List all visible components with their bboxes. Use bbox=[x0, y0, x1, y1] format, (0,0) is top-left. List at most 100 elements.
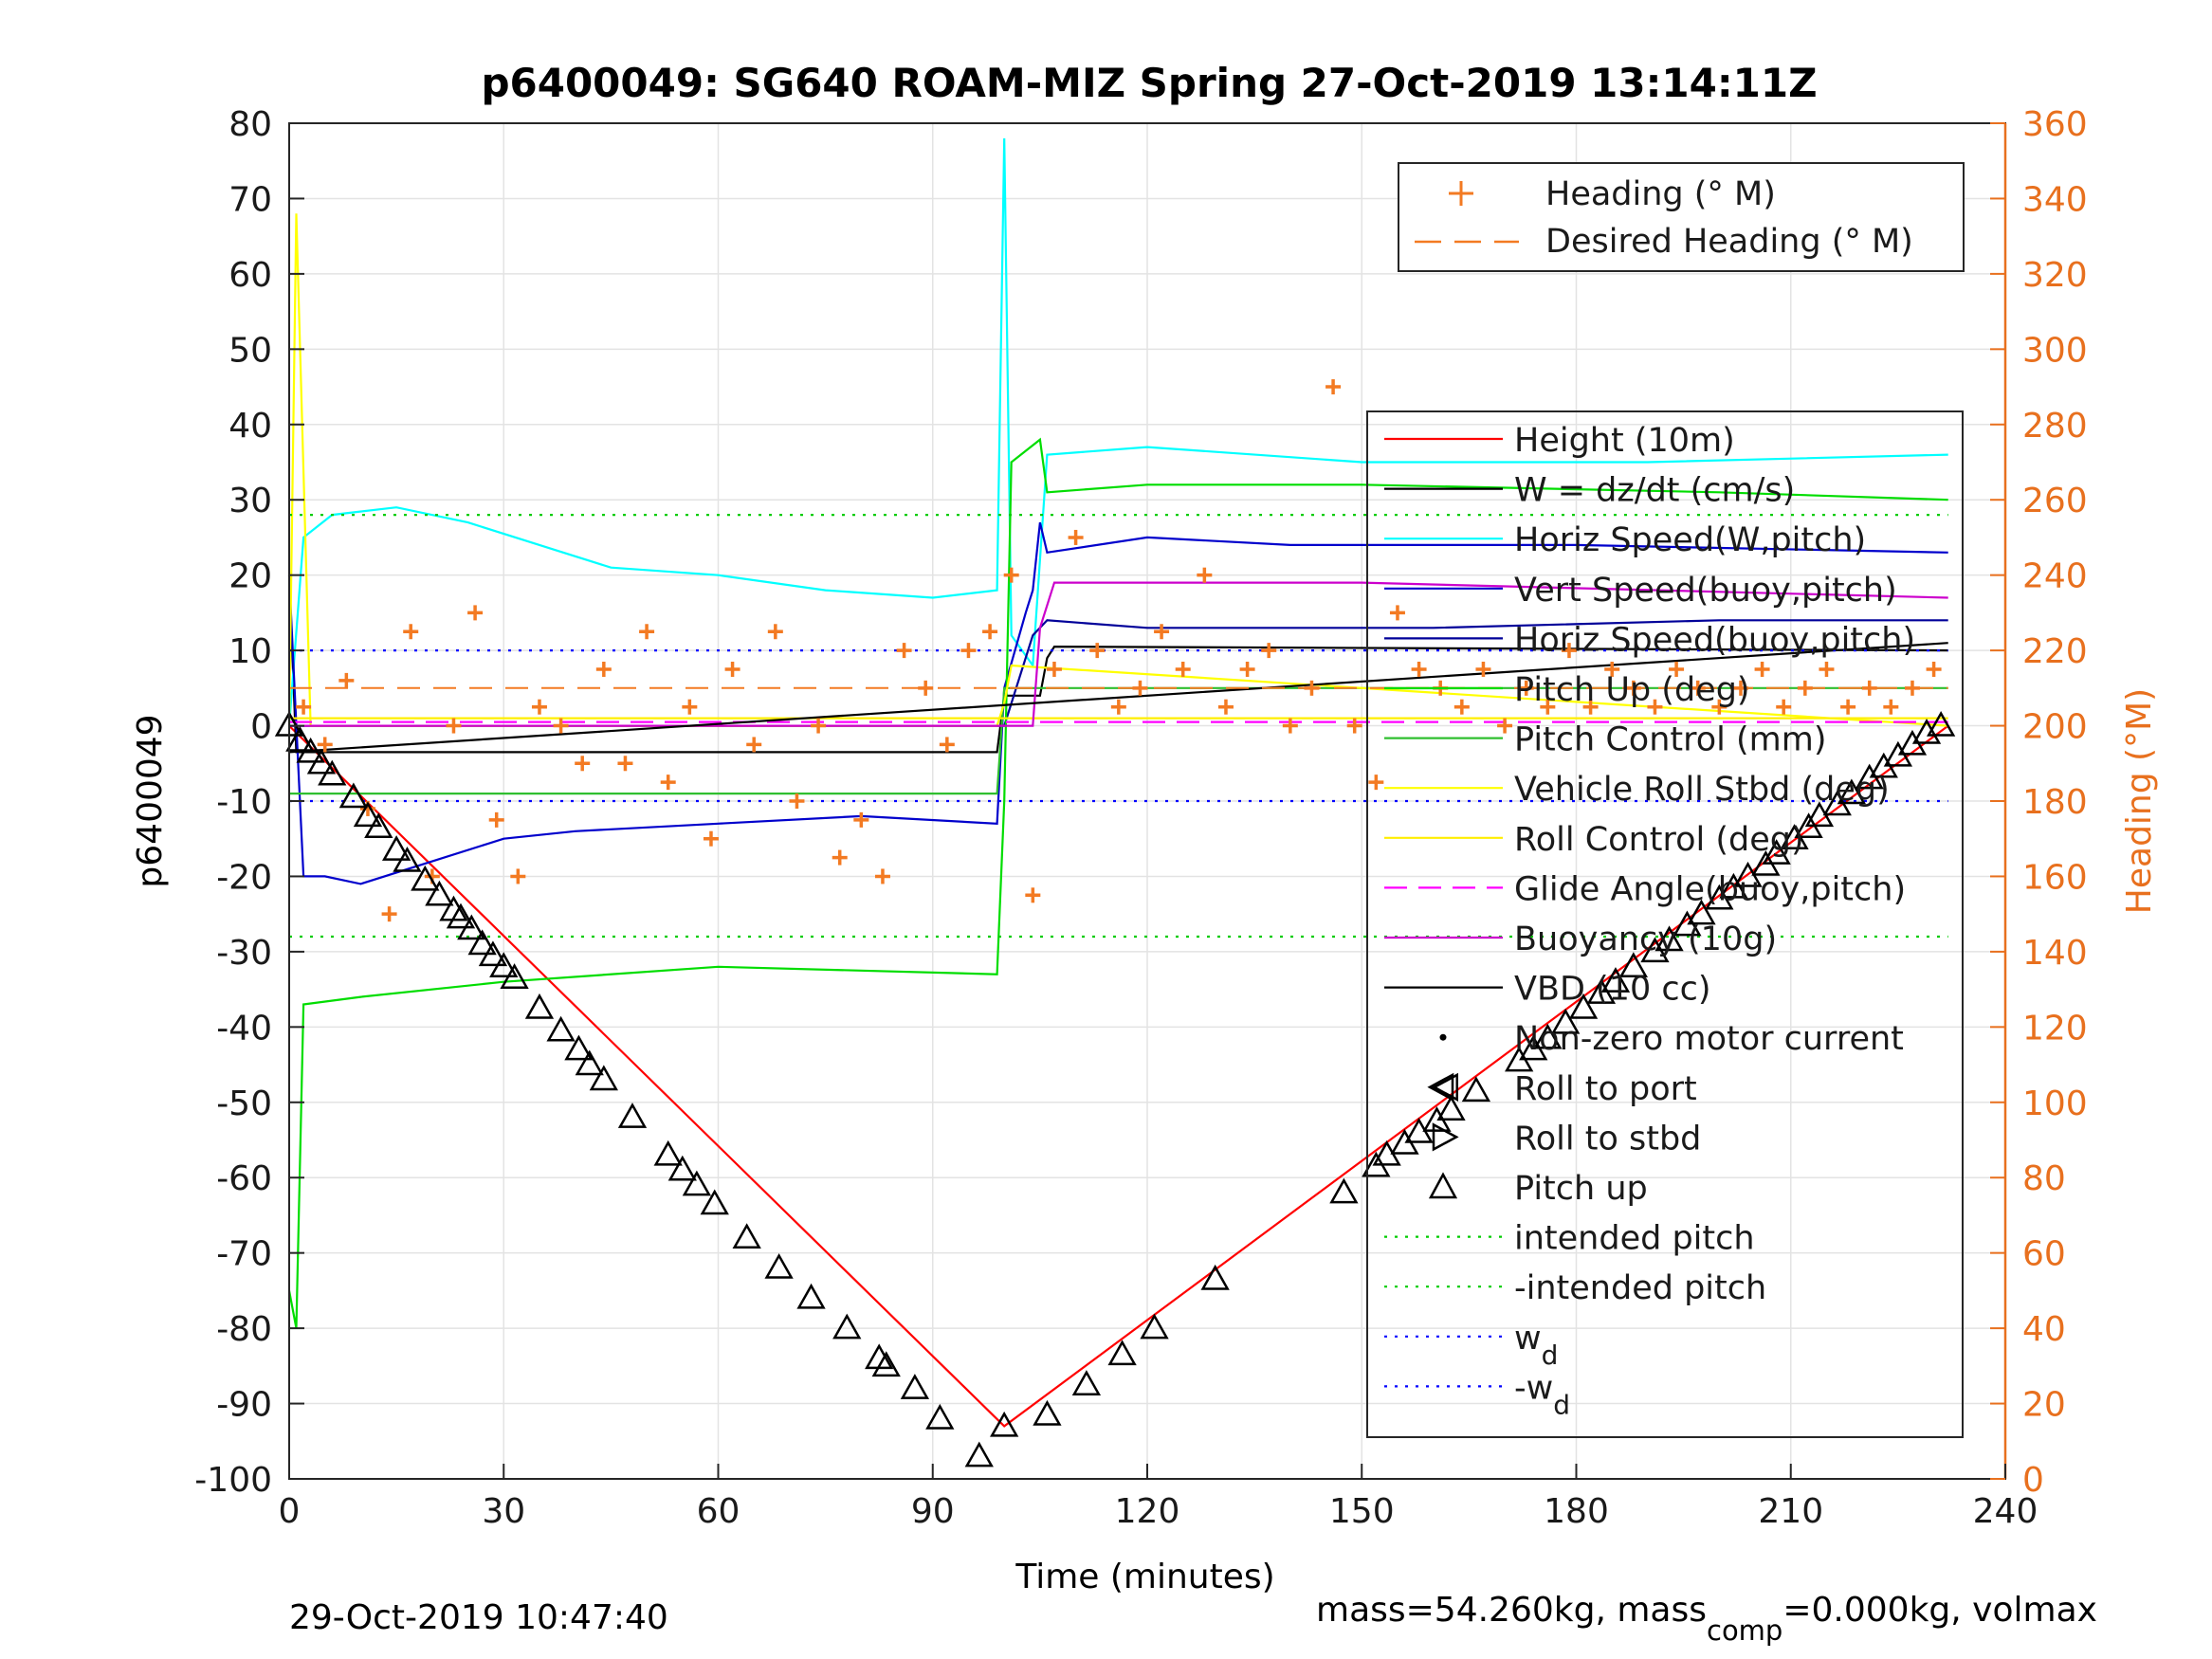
pitch-up-marker bbox=[1618, 952, 1648, 978]
pitch-up-marker bbox=[1107, 1340, 1137, 1366]
legend-dot-icon bbox=[1439, 1033, 1447, 1041]
heading-point bbox=[1089, 643, 1106, 659]
legend-plus-icon bbox=[1449, 181, 1473, 206]
y-right-tick-label: 240 bbox=[2022, 557, 2088, 596]
pitch-up-marker bbox=[964, 1441, 994, 1468]
legend-entry: W = dz/dt (cm/s) bbox=[1384, 472, 1795, 510]
heading-point bbox=[1003, 567, 1019, 583]
pitch-up-marker bbox=[1329, 1177, 1359, 1204]
legend-entry: Height (10m) bbox=[1384, 422, 1735, 460]
y-tick-label: -70 bbox=[216, 1235, 272, 1274]
x-tick-label: 240 bbox=[1973, 1492, 2038, 1531]
pitch-up-marker bbox=[1033, 1399, 1062, 1426]
legend-label: Horiz Speed(W,pitch) bbox=[1514, 521, 1866, 559]
legend-label: Pitch up bbox=[1514, 1170, 1648, 1208]
legend-entry: intended pitch bbox=[1384, 1220, 1755, 1258]
legend-desired-heading-label: Desired Heading (° M) bbox=[1545, 223, 1913, 261]
x-tick-label: 150 bbox=[1329, 1492, 1395, 1531]
heading-point bbox=[338, 672, 355, 688]
legend-label-text: intended pitch bbox=[1514, 1220, 1755, 1258]
y-tick-label: 20 bbox=[229, 557, 272, 596]
heading-point bbox=[832, 849, 848, 866]
heading-point bbox=[1411, 661, 1427, 677]
legend-label: Glide Angle(buoy,pitch) bbox=[1514, 870, 1906, 908]
legend-label: Pitch Control (mm) bbox=[1514, 721, 1826, 759]
footer-mass-sub: comp bbox=[1707, 1614, 1782, 1647]
y-right-axis-ticks: 3603403203002802602402202001801601401201… bbox=[1990, 105, 2088, 1500]
heading-point bbox=[1068, 529, 1084, 545]
heading-point bbox=[1325, 379, 1342, 395]
legend-label-text: -intended pitch bbox=[1514, 1269, 1766, 1307]
heading-point bbox=[960, 643, 977, 659]
legend-label: Roll Control (deg) bbox=[1514, 821, 1804, 859]
pitch-up-marker bbox=[682, 1170, 712, 1196]
legend-label: -intended pitch bbox=[1514, 1269, 1766, 1307]
heading-point bbox=[1453, 699, 1470, 715]
heading-point bbox=[1282, 718, 1298, 734]
heading-point bbox=[982, 624, 998, 640]
y-right-tick-label: 260 bbox=[2022, 482, 2088, 520]
legend-label-text: Glide Angle(buoy,pitch) bbox=[1514, 870, 1906, 908]
legend-label-text: Roll Control (deg) bbox=[1514, 821, 1804, 859]
legend-label-text: Horiz Speed(W,pitch) bbox=[1514, 521, 1866, 559]
x-tick-label: 60 bbox=[697, 1492, 740, 1531]
y-tick-label: 10 bbox=[229, 632, 272, 671]
heading-point bbox=[510, 868, 526, 884]
pitch-up-marker bbox=[764, 1253, 794, 1279]
heading-point bbox=[724, 661, 740, 677]
legend-label-text: W = dz/dt (cm/s) bbox=[1514, 472, 1795, 510]
heading-point bbox=[1647, 699, 1663, 715]
heading-point bbox=[789, 793, 805, 809]
pitch-up-marker bbox=[489, 952, 519, 978]
y-right-tick-label: 0 bbox=[2022, 1461, 2044, 1500]
heading-point bbox=[660, 775, 676, 791]
heading-point bbox=[682, 699, 698, 715]
legend-label: W = dz/dt (cm/s) bbox=[1514, 472, 1795, 510]
heading-point bbox=[1132, 680, 1148, 696]
heading-point bbox=[896, 643, 912, 659]
series-line bbox=[287, 437, 1948, 1329]
pitch-up-marker bbox=[1926, 711, 1956, 737]
series-line bbox=[289, 619, 1948, 727]
pitch-up-marker bbox=[1762, 839, 1791, 865]
y-right-tick-label: 360 bbox=[2022, 105, 2088, 144]
pitch-up-marker bbox=[653, 1139, 683, 1166]
y-tick-label: 50 bbox=[229, 331, 272, 370]
y-right-tick-label: 20 bbox=[2022, 1386, 2066, 1425]
heading-point bbox=[1239, 661, 1255, 677]
heading-point bbox=[317, 737, 333, 753]
pitch-up-marker bbox=[306, 748, 337, 775]
heading-point bbox=[767, 624, 783, 640]
legend-label: Buoyancy (10g) bbox=[1514, 921, 1777, 958]
y-axis-ticks: 80 70 60 50 40 30 20 10 0 -10 -20 -30 -40 -50 -60 -70 -8… bbox=[194, 105, 304, 1500]
legend-label-text: w bbox=[1514, 1320, 1542, 1358]
pitch-up-marker bbox=[338, 782, 369, 809]
pitch-up-marker bbox=[353, 801, 383, 828]
pitch-up-marker bbox=[617, 1103, 648, 1128]
heading-point bbox=[403, 624, 419, 640]
heading-point bbox=[1197, 567, 1213, 583]
legend-label: Height (10m) bbox=[1514, 422, 1735, 460]
pitch-up-marker bbox=[546, 1015, 576, 1042]
legend-entry: Horiz Speed(W,pitch) bbox=[1384, 521, 1866, 559]
pitch-up-marker bbox=[1533, 1023, 1563, 1049]
series-line bbox=[289, 581, 1948, 727]
pitch-up-marker bbox=[524, 993, 555, 1019]
legend-label-text: Pitch Control (mm) bbox=[1514, 721, 1826, 759]
pitch-up-marker bbox=[381, 835, 411, 861]
legend-label-subscript: d bbox=[1553, 1389, 1570, 1420]
y-right-tick-label: 320 bbox=[2022, 256, 2088, 295]
legend-label: wd bbox=[1514, 1320, 1558, 1371]
heading-point bbox=[1883, 699, 1899, 715]
legend-label-subscript: d bbox=[1542, 1340, 1559, 1371]
y-tick-label: 70 bbox=[229, 180, 272, 219]
pitch-up-marker bbox=[990, 1411, 1019, 1437]
pitch-up-marker bbox=[457, 914, 486, 940]
pitch-up-marker bbox=[1200, 1264, 1230, 1290]
heading-point bbox=[1154, 624, 1170, 640]
legend-label-text: Horiz Speed(buoy,pitch) bbox=[1514, 621, 1915, 659]
pitch-up-marker bbox=[296, 737, 325, 763]
heading-point bbox=[811, 718, 827, 734]
heading-point bbox=[746, 737, 762, 753]
pitch-up-marker bbox=[589, 1065, 618, 1091]
